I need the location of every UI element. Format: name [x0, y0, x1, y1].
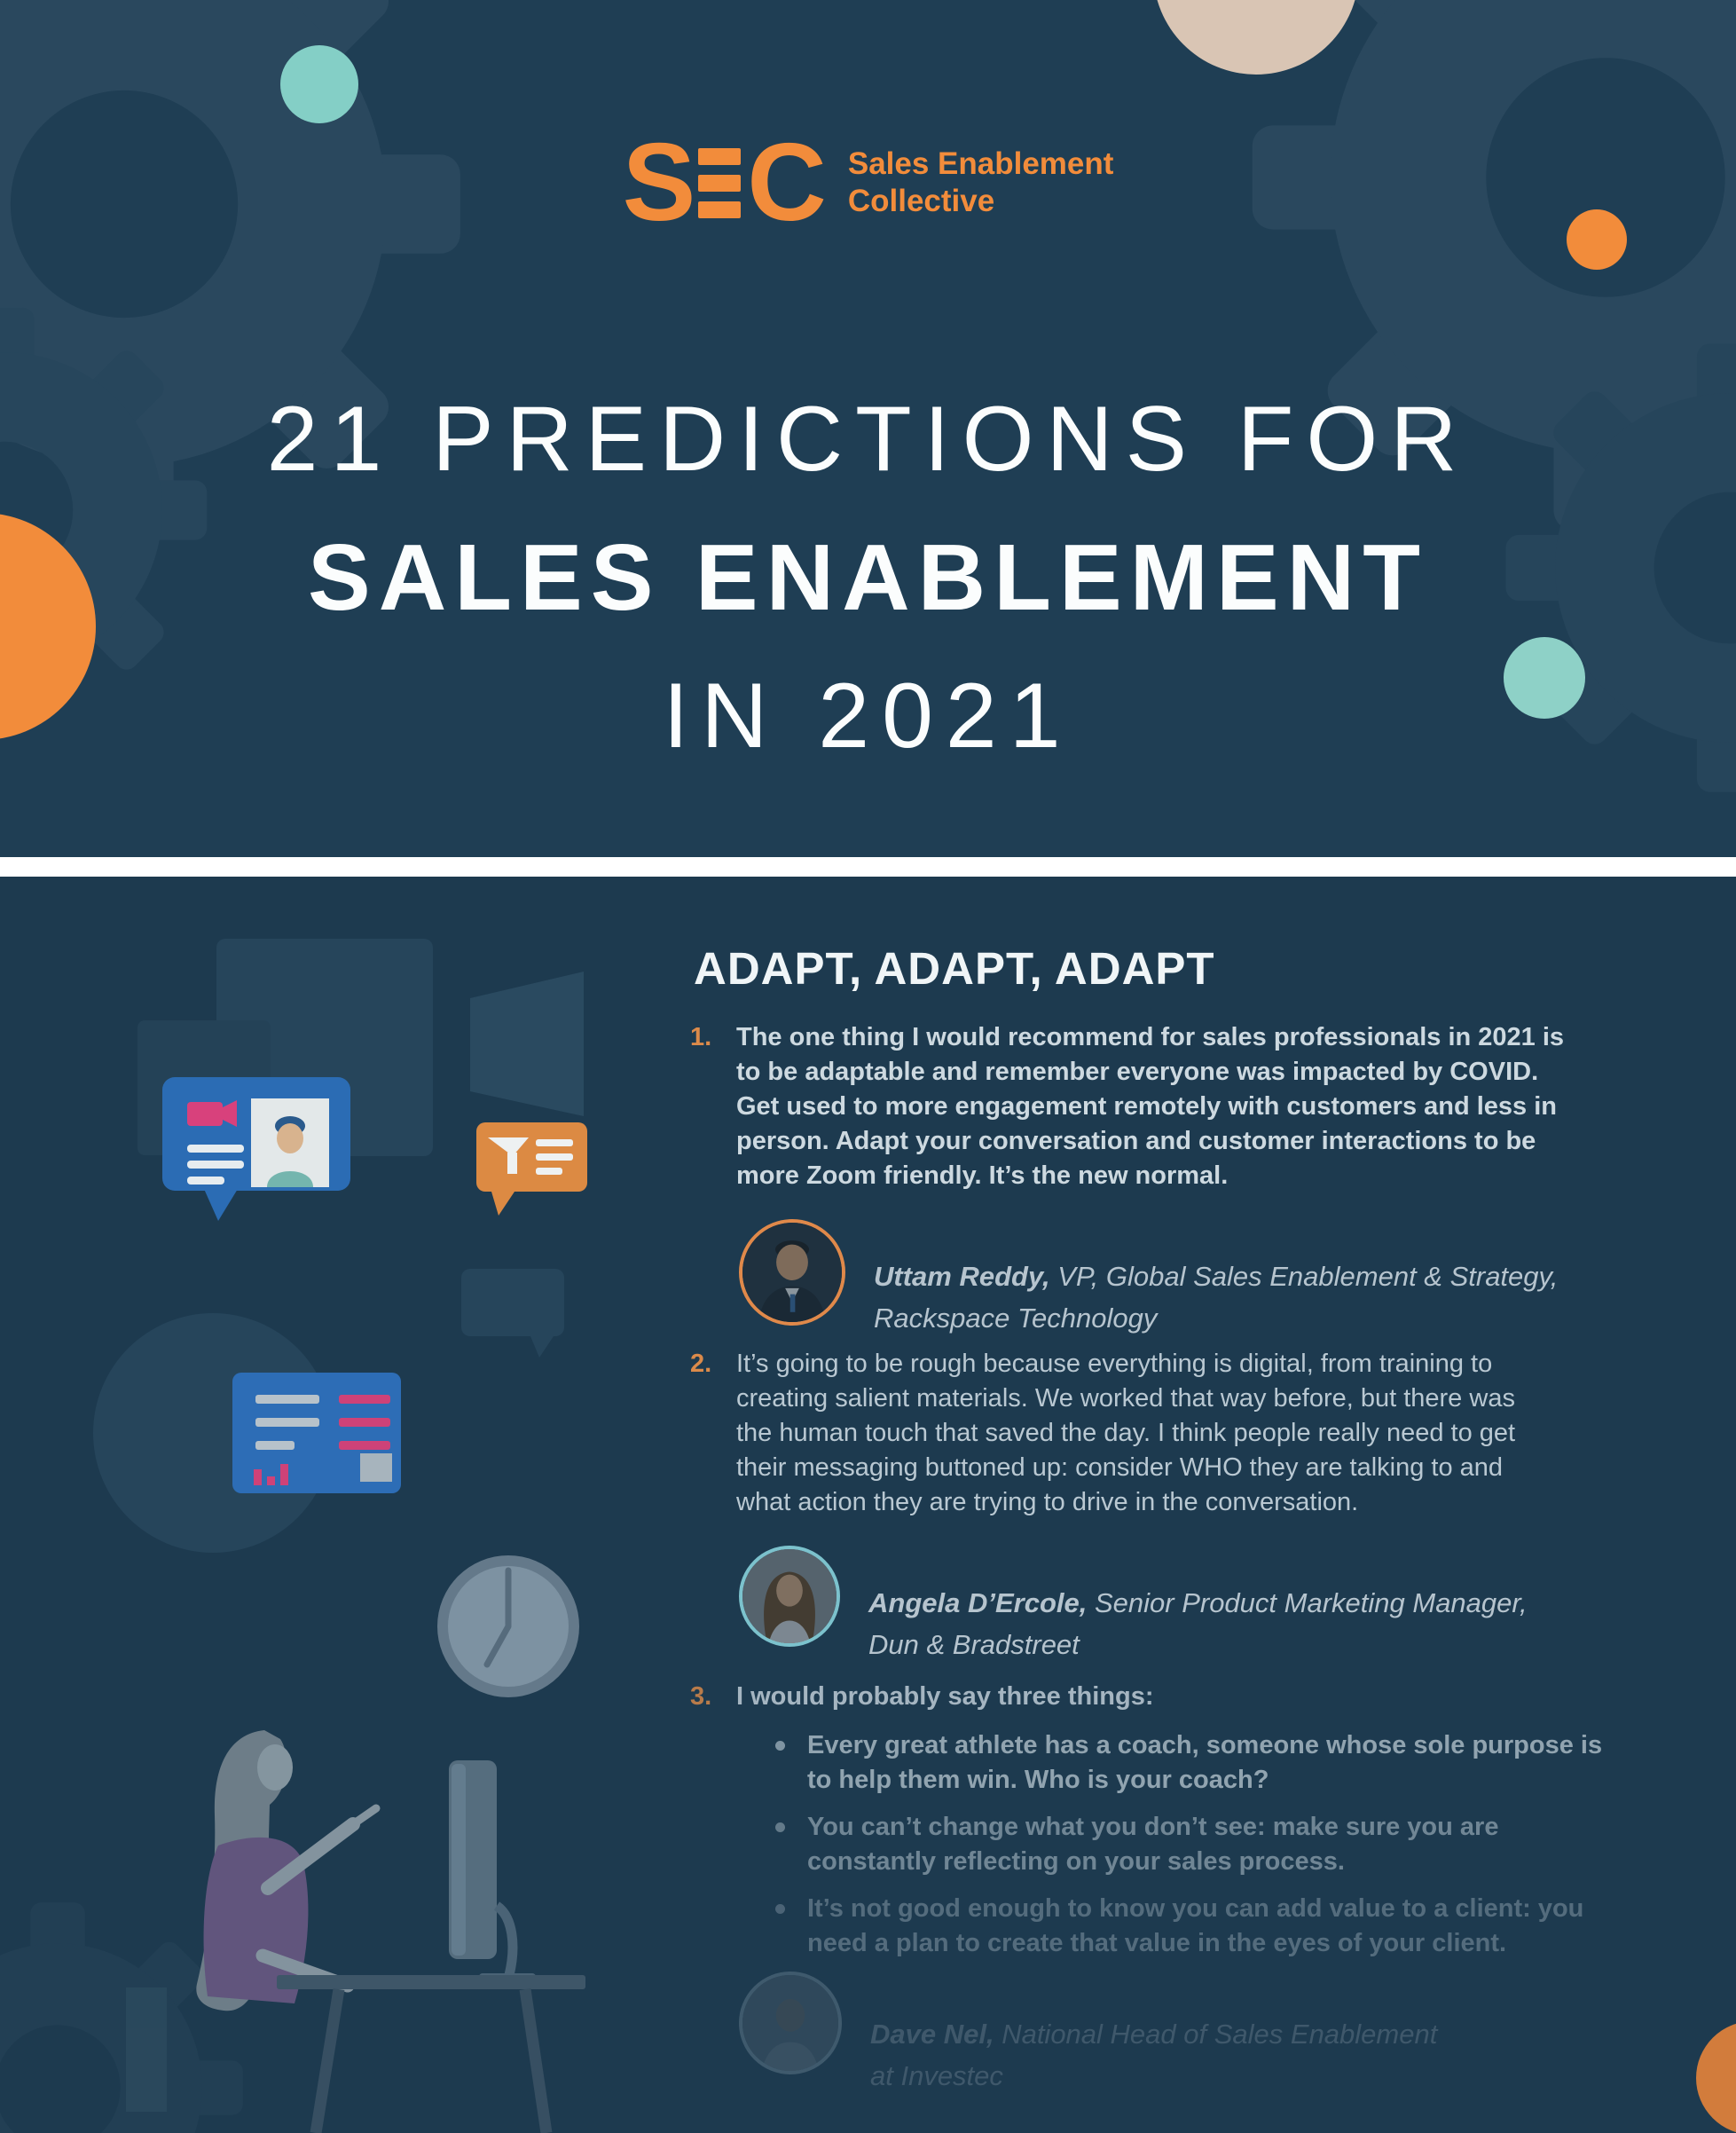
bullet-dot [775, 1904, 785, 1914]
author-attribution-2: Angela D’Ercole, Senior Product Marketin… [739, 1546, 1528, 1693]
avatar [739, 1219, 845, 1326]
author-name: Angela D’Ercole, [868, 1587, 1088, 1618]
author-role: VP, Global Sales Enablement & Strategy, … [874, 1261, 1559, 1334]
left-illustration [0, 939, 587, 2133]
prediction-lead-text: I would probably say three things: [736, 1682, 1154, 1711]
item-number: 2. [690, 1350, 712, 1378]
orange-circle-decoration [1567, 209, 1627, 270]
attribution-text: Dave Nel, National Head of Sales Enablem… [870, 1999, 1437, 2097]
author-role: Senior Product Marketing Manager, Dun & … [868, 1587, 1528, 1660]
logo-name-line1: Sales Enablement [847, 146, 1114, 181]
bullet-item: You can’t change what you don’t see: mak… [774, 1810, 1602, 1879]
avatar-photo-angela [742, 1549, 837, 1643]
face [257, 1744, 293, 1791]
desk [277, 1975, 585, 1989]
author-name: Dave Nel, [870, 2019, 994, 2050]
chair [126, 1987, 167, 2112]
bullet-text: You can’t change what you don’t see: mak… [807, 1813, 1499, 1876]
prediction-bullet-list: Every great athlete has a coach, someone… [736, 1728, 1602, 1961]
prediction-text: It’s going to be rough because everythin… [736, 1350, 1516, 1516]
prediction-item-3: 3. I would probably say three things: Ev… [690, 1680, 1602, 1961]
attribution-text: Angela D’Ercole, Senior Product Marketin… [868, 1573, 1528, 1665]
logo: S C Sales Enablement Collective [0, 122, 1736, 244]
bullet-text: Every great athlete has a coach, someone… [807, 1731, 1603, 1794]
bullet-text: It’s not good enough to know you can add… [807, 1894, 1584, 1957]
author-name: Uttam Reddy, [874, 1261, 1050, 1292]
teal-circle-decoration [280, 45, 358, 123]
logo-letter-e-bars [698, 147, 742, 218]
item-body: I would probably say three things: Every… [736, 1680, 1602, 1961]
data-card-icon [232, 1373, 401, 1493]
faded-screen-shape [470, 972, 584, 1116]
video-camera-icon [187, 1100, 237, 1127]
bullet-dot [775, 1822, 785, 1832]
author-attribution-3: Dave Nel, National Head of Sales Enablem… [739, 1972, 1437, 2124]
orange-circle-decoration [1696, 2021, 1736, 2133]
logo-name-line2: Collective [847, 184, 995, 218]
contact-photo-icon [251, 1098, 329, 1187]
logo-letter-c: C [747, 122, 827, 244]
sec-logo-mark: S C [622, 122, 827, 244]
title-line2: SALES ENABLEMENT [308, 525, 1428, 631]
avatar-photo-uttam [742, 1223, 842, 1322]
item-number: 3. [690, 1682, 712, 1711]
prediction-item-1: 1. The one thing I would recommend for s… [690, 1020, 1564, 1193]
bullet-item: It’s not good enough to know you can add… [774, 1892, 1602, 1961]
monitor-icon [449, 1760, 536, 1982]
woman-at-computer-illustration [126, 1730, 585, 2133]
filter-chat-bubble-icon [476, 1122, 587, 1216]
funnel-icon [488, 1137, 529, 1174]
author-role: National Head of Sales Enablement at Inv… [870, 2019, 1438, 2091]
prediction-item-2: 2. It’s going to be rough because everyt… [690, 1347, 1515, 1520]
teal-circle-decoration [1504, 637, 1585, 719]
mini-bar-chart-icon [254, 1464, 288, 1485]
section-heading: ADAPT, ADAPT, ADAPT [694, 943, 1215, 994]
attribution-text: Uttam Reddy, VP, Global Sales Enablement… [874, 1247, 1558, 1339]
logo-wordmark: Sales Enablement Collective [848, 138, 1114, 220]
logo-letter-s: S [622, 122, 696, 244]
clock-icon [437, 1555, 579, 1697]
avatar [739, 1546, 840, 1647]
avatar [739, 1972, 842, 2074]
faded-chat-bubble [461, 1269, 564, 1358]
page-title: 21 PREDICTIONS FOR SALES ENABLEMENT IN 2… [0, 390, 1736, 766]
bullet-dot [775, 1741, 785, 1751]
item-number: 1. [690, 1023, 712, 1051]
avatar-photo-dave [742, 1975, 838, 2071]
prediction-text: The one thing I would recommend for sale… [736, 1023, 1565, 1190]
author-attribution-1: Uttam Reddy, VP, Global Sales Enablement… [739, 1219, 1558, 1366]
title-line3: IN 2021 [663, 665, 1073, 768]
section-divider [0, 857, 1736, 877]
bullet-item: Every great athlete has a coach, someone… [774, 1728, 1602, 1798]
pointing-finger [349, 1804, 381, 1829]
title-line1: 21 PREDICTIONS FOR [266, 388, 1470, 492]
video-chat-bubble-icon [162, 1077, 350, 1221]
header-section: S C Sales Enablement Collective 21 PREDI… [0, 0, 1736, 857]
pointing-arm [261, 1817, 360, 1895]
content-section [0, 877, 1736, 2133]
desk-legs [310, 1987, 553, 2133]
